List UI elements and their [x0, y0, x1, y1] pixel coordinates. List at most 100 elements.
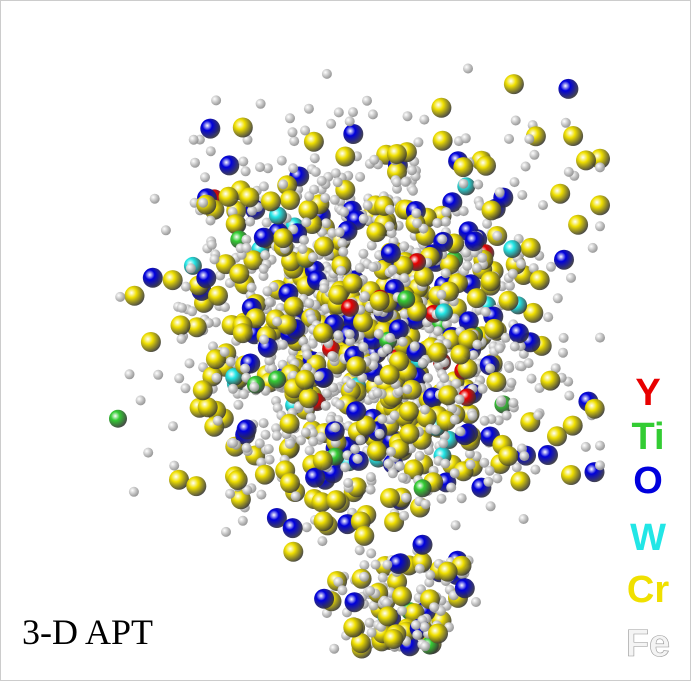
atom — [313, 323, 333, 343]
atom — [438, 562, 458, 582]
atom — [220, 347, 230, 357]
atom — [383, 629, 403, 649]
page: 3-D APT YTiOWCrFe (() => { const data = … — [0, 0, 691, 681]
atom — [301, 428, 311, 438]
atom — [237, 419, 257, 439]
atom — [529, 150, 539, 160]
atom — [499, 291, 519, 311]
atom — [333, 330, 343, 340]
atom — [255, 465, 275, 485]
atom — [136, 395, 146, 405]
atom — [440, 459, 450, 469]
atom — [429, 602, 439, 612]
atom — [457, 493, 467, 503]
atom — [366, 222, 386, 242]
atom — [254, 228, 274, 248]
atom — [398, 337, 408, 347]
atom — [375, 429, 385, 439]
atom — [304, 104, 314, 114]
atom — [399, 273, 409, 283]
atom — [595, 460, 605, 470]
atom — [200, 172, 210, 182]
atom — [471, 597, 481, 607]
atom — [335, 400, 345, 410]
atom — [305, 468, 325, 488]
atom — [418, 358, 428, 368]
atom — [390, 411, 400, 421]
atom — [392, 586, 412, 606]
atom — [311, 167, 321, 177]
atom — [428, 342, 448, 362]
atom — [365, 586, 375, 596]
atom — [355, 435, 365, 445]
atom — [198, 397, 218, 417]
atom — [435, 303, 453, 321]
atom — [521, 162, 531, 172]
atom — [262, 286, 272, 296]
atom — [362, 96, 372, 106]
atom — [346, 401, 366, 421]
atom — [255, 162, 265, 172]
atom — [506, 378, 516, 388]
atom — [385, 333, 395, 343]
atom — [366, 485, 376, 495]
atom — [559, 333, 569, 343]
atom — [259, 418, 269, 428]
atom — [496, 396, 506, 406]
atom — [310, 153, 320, 163]
atom — [455, 394, 465, 404]
legend-label: Fe — [626, 623, 670, 665]
atom — [399, 241, 409, 251]
atom — [331, 168, 341, 178]
atom — [198, 198, 208, 208]
atom — [455, 426, 465, 436]
atom — [256, 490, 266, 500]
atom — [495, 343, 505, 353]
atom — [247, 283, 257, 293]
atom — [348, 107, 358, 117]
apt-view: 3-D APT YTiOWCrFe — [0, 0, 691, 681]
atom — [363, 200, 373, 210]
atom — [261, 191, 281, 211]
atom — [241, 166, 251, 176]
atom — [540, 371, 560, 391]
atom — [446, 483, 456, 493]
atom — [221, 527, 231, 537]
legend-label: Ti — [631, 416, 664, 458]
atom — [283, 542, 303, 562]
atom — [259, 264, 269, 274]
atom — [299, 388, 319, 408]
atom — [388, 468, 398, 478]
atom — [576, 150, 596, 170]
atom — [273, 228, 293, 248]
atom — [441, 207, 451, 217]
atom — [334, 107, 344, 117]
atom — [346, 356, 366, 376]
atom — [226, 357, 236, 367]
atom — [441, 268, 451, 278]
atom — [161, 225, 171, 235]
atom — [233, 118, 253, 138]
atom — [285, 439, 295, 449]
atom — [302, 522, 312, 532]
atom — [129, 487, 139, 497]
atom — [280, 473, 300, 493]
atom — [485, 466, 495, 476]
atom — [370, 291, 390, 311]
atom — [366, 472, 376, 482]
atom — [480, 416, 490, 426]
atom — [367, 441, 387, 461]
atom — [585, 399, 605, 419]
atom — [466, 460, 476, 470]
atom — [320, 193, 330, 203]
atom — [492, 473, 502, 483]
atom — [368, 109, 378, 119]
atom — [382, 344, 392, 354]
atom — [413, 137, 423, 147]
atom — [143, 268, 163, 288]
atom — [327, 351, 337, 361]
atom — [428, 624, 448, 644]
atom — [358, 249, 368, 259]
atom — [200, 119, 220, 139]
atom — [380, 365, 400, 385]
